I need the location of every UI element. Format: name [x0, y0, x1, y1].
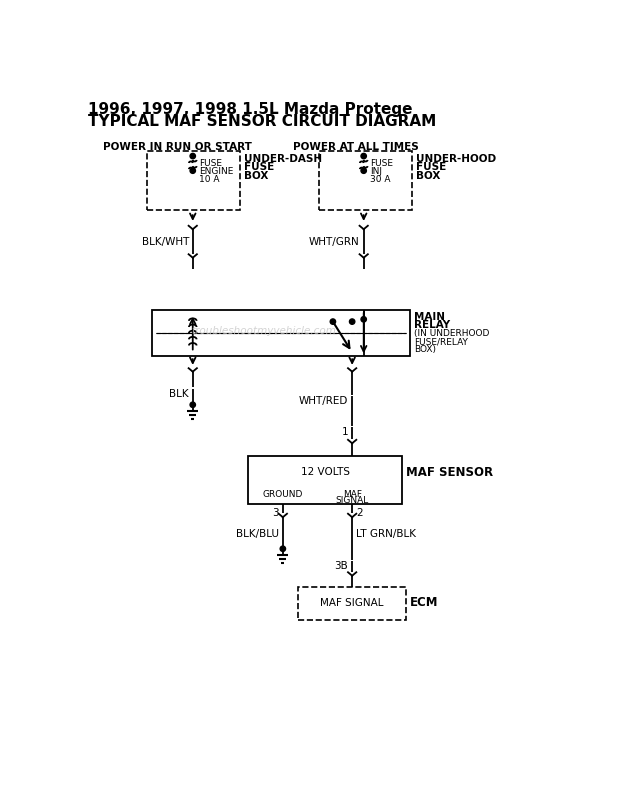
Circle shape — [330, 319, 336, 324]
Circle shape — [280, 546, 286, 551]
Text: ECM: ECM — [410, 597, 438, 610]
Text: 2: 2 — [356, 508, 363, 518]
Text: TYPICAL MAF SENSOR CIRCUIT DIAGRAM: TYPICAL MAF SENSOR CIRCUIT DIAGRAM — [88, 114, 436, 130]
Text: BLK: BLK — [169, 389, 189, 398]
Bar — [298, 587, 406, 619]
Text: FUSE: FUSE — [244, 162, 274, 172]
Text: LT GRN/BLK: LT GRN/BLK — [356, 529, 416, 538]
Text: ENGINE: ENGINE — [199, 167, 233, 176]
Text: INJ: INJ — [370, 167, 382, 176]
Text: FUSE/RELAY: FUSE/RELAY — [413, 337, 468, 346]
Text: troubleshootmyvehicle.com: troubleshootmyvehicle.com — [191, 326, 336, 336]
Text: 1: 1 — [342, 427, 349, 437]
Circle shape — [361, 154, 366, 158]
Circle shape — [190, 154, 195, 158]
Bar — [319, 151, 412, 210]
Text: POWER AT ALL TIMES: POWER AT ALL TIMES — [293, 142, 419, 152]
Text: UNDER-DASH: UNDER-DASH — [244, 154, 323, 164]
Text: BOX: BOX — [244, 170, 269, 181]
Text: BOX: BOX — [416, 170, 441, 181]
Text: 12 VOLTS: 12 VOLTS — [301, 467, 350, 477]
Text: (IN UNDERHOOD: (IN UNDERHOOD — [413, 330, 489, 338]
Text: FUSE: FUSE — [370, 159, 393, 168]
Text: BLK/WHT: BLK/WHT — [142, 237, 189, 247]
Text: 30 A: 30 A — [370, 174, 391, 183]
Text: MAF: MAF — [342, 490, 362, 499]
Text: FUSE: FUSE — [199, 159, 222, 168]
Text: 3: 3 — [273, 508, 279, 518]
Bar — [146, 151, 240, 210]
Text: MAF SIGNAL: MAF SIGNAL — [320, 598, 384, 609]
Text: BOX): BOX) — [413, 345, 436, 354]
Text: WHT/RED: WHT/RED — [299, 396, 349, 406]
Bar — [152, 310, 410, 356]
Circle shape — [361, 317, 366, 322]
Text: POWER IN RUN OR START: POWER IN RUN OR START — [103, 142, 252, 152]
Bar — [248, 456, 402, 504]
Circle shape — [349, 319, 355, 324]
Circle shape — [190, 168, 195, 174]
Text: GROUND: GROUND — [263, 490, 303, 499]
Text: 10 A: 10 A — [199, 174, 219, 183]
Text: BLK/BLU: BLK/BLU — [236, 529, 279, 538]
Text: 3B: 3B — [334, 561, 349, 571]
Text: FUSE: FUSE — [416, 162, 446, 172]
Text: UNDER-HOOD: UNDER-HOOD — [416, 154, 496, 164]
Text: RELAY: RELAY — [413, 320, 450, 330]
Text: 1996, 1997, 1998 1.5L Mazda Protege: 1996, 1997, 1998 1.5L Mazda Protege — [88, 102, 413, 117]
Text: SIGNAL: SIGNAL — [336, 496, 369, 506]
Text: MAF SENSOR: MAF SENSOR — [406, 466, 493, 478]
Circle shape — [190, 402, 195, 407]
Text: MAIN: MAIN — [413, 311, 445, 322]
Text: WHT/GRN: WHT/GRN — [309, 237, 360, 247]
Circle shape — [361, 168, 366, 174]
